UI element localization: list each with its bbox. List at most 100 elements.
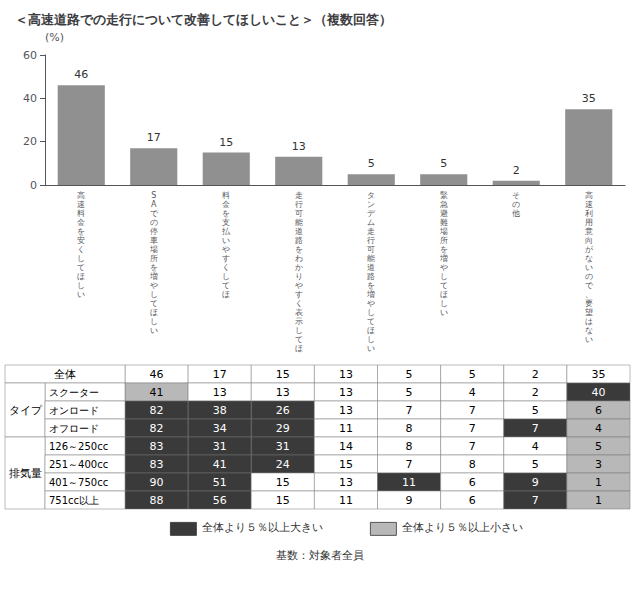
svg-text:示: 示	[295, 317, 303, 326]
svg-text:し: し	[77, 281, 85, 290]
svg-text:1: 1	[595, 476, 602, 489]
svg-text:い: い	[222, 236, 230, 245]
svg-text:路: 路	[295, 236, 303, 245]
svg-text:な: な	[585, 254, 593, 263]
svg-text:251～400cc: 251～400cc	[49, 459, 108, 470]
svg-text:車: 車	[150, 236, 158, 245]
svg-text:可: 可	[295, 209, 303, 218]
svg-text:増: 増	[149, 272, 158, 281]
svg-text:＜高速道路での走行について改善してほしいこと＞（複数回答）: ＜高速道路での走行について改善してほしいこと＞（複数回答）	[15, 12, 392, 27]
svg-text:道: 道	[367, 263, 375, 272]
svg-text:い: い	[585, 335, 593, 344]
svg-text:7: 7	[406, 404, 413, 417]
svg-text:速: 速	[585, 200, 593, 209]
svg-text:13: 13	[276, 386, 290, 399]
svg-text:停: 停	[150, 227, 158, 236]
svg-text:し: し	[222, 272, 230, 281]
svg-text:15: 15	[276, 476, 290, 489]
svg-text:A: A	[151, 200, 157, 209]
svg-text:5: 5	[532, 404, 539, 417]
svg-text:35: 35	[582, 92, 596, 105]
svg-text:、: 、	[585, 290, 593, 299]
svg-text:38: 38	[213, 404, 227, 417]
svg-text:56: 56	[213, 494, 227, 507]
svg-text:く: く	[295, 299, 303, 308]
svg-text:い: い	[440, 308, 448, 317]
svg-text:で: で	[585, 281, 594, 290]
svg-text:6: 6	[595, 404, 602, 417]
svg-text:そ: そ	[512, 191, 520, 200]
svg-text:83: 83	[150, 458, 164, 471]
svg-text:し: し	[150, 317, 158, 326]
svg-text:8: 8	[406, 440, 413, 453]
svg-text:31: 31	[213, 440, 227, 453]
svg-text:て: て	[77, 263, 85, 272]
svg-text:し: し	[367, 335, 375, 344]
svg-text:が: が	[585, 245, 594, 254]
svg-text:い: い	[150, 326, 158, 335]
svg-text:スクーター: スクーター	[49, 387, 99, 398]
svg-text:行: 行	[295, 200, 303, 209]
svg-text:タイプ: タイプ	[9, 404, 43, 417]
svg-text:行: 行	[367, 236, 375, 245]
svg-text:を: を	[150, 263, 158, 272]
svg-text:望: 望	[585, 308, 593, 317]
svg-text:や: や	[440, 263, 448, 272]
svg-text:安: 安	[77, 236, 85, 245]
svg-text:8: 8	[469, 458, 476, 471]
svg-text:を: を	[222, 209, 230, 218]
svg-text:や: や	[150, 281, 158, 290]
svg-text:オンロード: オンロード	[49, 405, 99, 416]
svg-text:速: 速	[77, 200, 85, 209]
svg-text:13: 13	[213, 386, 227, 399]
svg-text:5: 5	[532, 458, 539, 471]
svg-text:高: 高	[77, 191, 85, 200]
svg-text:急: 急	[439, 200, 448, 209]
svg-text:5: 5	[469, 368, 476, 381]
svg-text:126～250cc: 126～250cc	[49, 441, 108, 452]
svg-text:4: 4	[595, 422, 602, 435]
svg-text:避: 避	[440, 209, 448, 218]
svg-text:ン: ン	[367, 200, 375, 209]
svg-text:41: 41	[150, 386, 164, 399]
svg-text:基数：対象者全員: 基数：対象者全員	[276, 549, 364, 562]
svg-text:13: 13	[339, 386, 353, 399]
svg-text:ほ: ほ	[440, 290, 448, 299]
svg-text:他: 他	[512, 209, 520, 218]
svg-text:15: 15	[219, 136, 233, 149]
svg-text:の: の	[512, 200, 520, 209]
svg-text:17: 17	[213, 368, 227, 381]
svg-text:す: す	[295, 290, 303, 299]
svg-text:41: 41	[213, 458, 227, 471]
svg-text:34: 34	[213, 422, 227, 435]
svg-text:料: 料	[77, 209, 85, 218]
svg-text:か: か	[295, 263, 303, 272]
svg-text:15: 15	[276, 494, 290, 507]
svg-text:0: 0	[30, 179, 37, 192]
svg-text:13: 13	[292, 140, 306, 153]
svg-text:な: な	[585, 326, 593, 335]
svg-text:4: 4	[532, 440, 539, 453]
svg-text:7: 7	[532, 494, 539, 507]
svg-text:7: 7	[469, 440, 476, 453]
svg-text:88: 88	[150, 494, 164, 507]
svg-text:排気量: 排気量	[9, 467, 42, 480]
svg-text:い: い	[77, 290, 85, 299]
svg-text:17: 17	[147, 131, 161, 144]
svg-text:8: 8	[406, 422, 413, 435]
svg-text:4: 4	[469, 386, 476, 399]
svg-text:9: 9	[406, 494, 413, 507]
svg-text:83: 83	[150, 440, 164, 453]
svg-text:し: し	[367, 308, 375, 317]
svg-text:24: 24	[276, 458, 290, 471]
svg-text:り: り	[295, 272, 303, 281]
svg-text:く: く	[77, 245, 85, 254]
svg-text:26: 26	[276, 404, 290, 417]
svg-text:し: し	[150, 290, 158, 299]
svg-text:料: 料	[222, 191, 230, 200]
svg-text:82: 82	[150, 404, 164, 417]
svg-text:金: 金	[77, 218, 85, 227]
svg-text:い: い	[585, 263, 593, 272]
svg-text:7: 7	[532, 422, 539, 435]
svg-text:11: 11	[339, 494, 353, 507]
